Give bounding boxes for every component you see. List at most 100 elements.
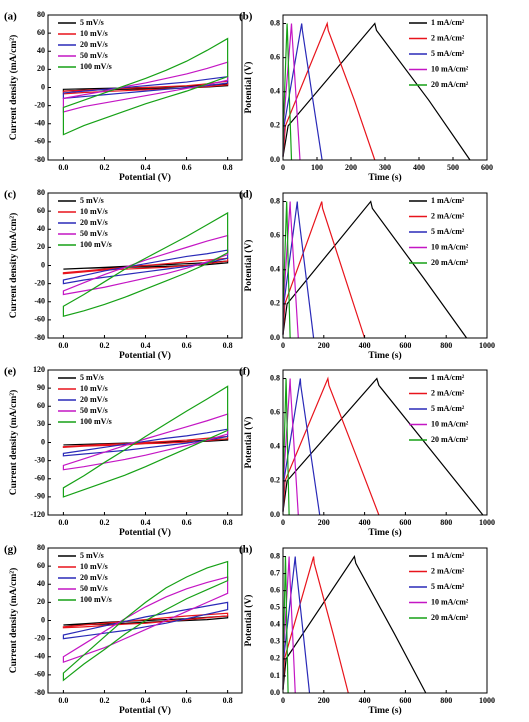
- y-tick-label: 0.4: [270, 620, 280, 629]
- x-tick-label: 100: [311, 163, 323, 172]
- y-tick-label: 0: [41, 615, 45, 624]
- legend-label: 20 mV/s: [80, 218, 108, 227]
- y-axis-title: Current density (mA/cm²): [8, 568, 19, 674]
- x-tick-label: 800: [440, 518, 452, 527]
- y-tick-label: -40: [34, 119, 45, 128]
- x-axis-title: Potential (V): [119, 350, 171, 361]
- y-tick-label: 40: [37, 46, 45, 55]
- plot-frame: [282, 547, 488, 694]
- panel-label: (a): [4, 11, 17, 23]
- data-line: [62, 37, 229, 136]
- y-tick-label: -20: [34, 278, 45, 287]
- y-tick-label: 20: [37, 242, 45, 251]
- y-tick-label: 0.8: [270, 373, 280, 382]
- legend-label: 5 mA/cm²: [431, 582, 465, 591]
- legend-label: 50 mV/s: [80, 406, 108, 415]
- x-axis-title: Potential (V): [119, 172, 171, 183]
- panel-label: (f): [239, 366, 250, 378]
- y-tick-label: 80: [37, 188, 45, 197]
- data-line: [62, 61, 229, 113]
- x-tick-label: 0.8: [223, 518, 233, 527]
- x-tick-label: 0.2: [99, 163, 109, 172]
- y-tick-label: 80: [37, 10, 45, 19]
- y-tick-label: -60: [34, 474, 45, 483]
- legend-label: 2 mA/cm²: [431, 33, 465, 42]
- data-line: [62, 75, 229, 100]
- y-tick-label: 60: [37, 401, 45, 410]
- y-tick-label: 0: [41, 437, 45, 446]
- y-tick-label: 0.4: [270, 265, 280, 274]
- y-axis-title: Potential (V): [243, 595, 254, 647]
- x-tick-label: 400: [359, 696, 371, 705]
- y-tick-label: 0.0: [270, 688, 280, 697]
- legend-label: 10 mV/s: [80, 29, 108, 38]
- y-tick-label: 60: [37, 28, 45, 37]
- y-tick-label: 0.0: [270, 510, 280, 519]
- legend-label: 10 mV/s: [80, 562, 108, 571]
- data-line: [62, 385, 229, 498]
- data-line: [62, 211, 229, 318]
- legend-label: 10 mV/s: [80, 207, 108, 216]
- y-tick-label: 0.6: [270, 230, 280, 239]
- legend-label: 100 mV/s: [80, 240, 112, 249]
- y-axis-title: Current density (mA/cm²): [8, 390, 19, 496]
- x-tick-label: 0.2: [99, 696, 109, 705]
- legend-label: 10 mA/cm²: [431, 242, 469, 251]
- y-tick-label: 0.2: [270, 121, 280, 130]
- x-tick-label: 0.4: [141, 696, 151, 705]
- x-tick-label: 800: [440, 696, 452, 705]
- x-tick-label: 600: [399, 518, 411, 527]
- panel-label: (h): [239, 544, 253, 556]
- legend-label: 1 mA/cm²: [431, 551, 465, 560]
- y-tick-label: 0.8: [270, 551, 280, 560]
- x-tick-label: 0: [281, 518, 285, 527]
- y-tick-label: 80: [37, 543, 45, 552]
- y-tick-label: 20: [37, 64, 45, 73]
- panel-label: (d): [239, 189, 253, 201]
- y-tick-label: 0: [41, 260, 45, 269]
- y-tick-label: -60: [34, 137, 45, 146]
- legend-label: 1 mA/cm²: [431, 373, 465, 382]
- data-line: [282, 22, 471, 161]
- x-tick-label: 200: [318, 341, 330, 350]
- y-tick-label: 60: [37, 561, 45, 570]
- y-tick-label: -20: [34, 100, 45, 109]
- y-tick-label: -120: [30, 510, 45, 519]
- y-axis-title: Current density (mA/cm²): [8, 213, 19, 319]
- y-tick-label: 120: [33, 365, 45, 374]
- y-tick-label: 0.4: [270, 87, 280, 96]
- panel-label: (b): [239, 11, 253, 23]
- y-tick-label: -20: [34, 633, 45, 642]
- x-axis-title: Time (s): [368, 172, 401, 183]
- x-tick-label: 600: [481, 163, 493, 172]
- x-tick-label: 0.6: [182, 696, 192, 705]
- y-tick-label: 30: [37, 419, 45, 428]
- legend-label: 100 mV/s: [80, 595, 112, 604]
- y-tick-label: 0.4: [270, 442, 280, 451]
- x-tick-label: 0.8: [223, 163, 233, 172]
- y-axis-title: Potential (V): [243, 417, 254, 469]
- x-axis-title: Potential (V): [119, 705, 171, 716]
- y-tick-label: -60: [34, 315, 45, 324]
- data-line: [282, 376, 380, 516]
- data-line: [62, 234, 229, 296]
- y-tick-label: 0.5: [270, 603, 280, 612]
- legend-label: 100 mV/s: [80, 62, 112, 71]
- y-axis-title: Current density (mA/cm²): [8, 35, 19, 141]
- y-axis-title: Potential (V): [243, 62, 254, 114]
- y-tick-label: 0.6: [270, 407, 280, 416]
- x-tick-label: 0: [281, 696, 285, 705]
- legend-label: 100 mV/s: [80, 417, 112, 426]
- x-tick-label: 0.0: [58, 163, 68, 172]
- x-tick-label: 200: [345, 163, 357, 172]
- legend-label: 50 mV/s: [80, 229, 108, 238]
- x-tick-label: 0.8: [223, 696, 233, 705]
- x-tick-label: 0.2: [99, 518, 109, 527]
- y-tick-label: 0.0: [270, 155, 280, 164]
- y-tick-label: 90: [37, 383, 45, 392]
- legend-label: 5 mV/s: [80, 196, 104, 205]
- panel-label: (e): [4, 366, 17, 378]
- x-tick-label: 0.4: [141, 341, 151, 350]
- x-tick-label: 0.6: [182, 163, 192, 172]
- data-line: [62, 560, 229, 682]
